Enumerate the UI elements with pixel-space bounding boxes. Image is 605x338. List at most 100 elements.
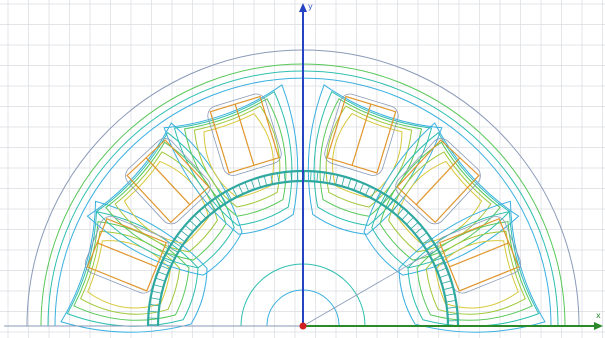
airgap-tick <box>347 178 352 189</box>
airgap-tick <box>359 183 364 193</box>
x-axis-arrow-icon <box>594 322 603 330</box>
airgap-tick <box>244 182 250 192</box>
airgap-tick <box>214 198 222 207</box>
airgap-tick <box>439 273 450 278</box>
slot-flux-contour <box>163 84 299 235</box>
airgap-tick <box>148 317 159 319</box>
slot-boundary <box>125 138 211 225</box>
slot-flux-contour <box>80 230 181 315</box>
slot-boundary <box>324 93 399 176</box>
airgap-tick <box>441 280 452 284</box>
coil-divider <box>415 157 461 206</box>
section-boundary-line <box>302 250 434 327</box>
slot-flux-contour <box>379 141 501 261</box>
airgap-tick <box>418 232 428 240</box>
slot-flux-contour <box>60 200 208 333</box>
airgap-tick <box>391 203 399 212</box>
airgap-tick <box>341 176 345 187</box>
airgap-tick <box>443 286 454 291</box>
airgap-tick <box>414 227 423 235</box>
airgap-tick <box>184 225 194 233</box>
airgap-tick <box>150 297 161 300</box>
coil-slot <box>324 93 399 176</box>
airgap-tick <box>209 201 217 211</box>
airgap-tick <box>250 179 255 190</box>
airgap-tick <box>316 171 319 182</box>
airgap-tick <box>437 267 447 273</box>
coil-slot-outline <box>438 217 520 292</box>
slot-boundary <box>207 93 282 176</box>
airgap-tick <box>322 172 325 183</box>
airgap-tick <box>148 310 159 313</box>
airgap-tick <box>290 171 293 182</box>
y-axis-arrow-icon <box>299 3 307 12</box>
y-axis-label: y <box>308 2 313 11</box>
airgap-tick <box>422 237 431 245</box>
airgap-tick <box>429 249 439 255</box>
airgap-tick <box>153 284 164 288</box>
slot-flux-contour <box>388 151 492 253</box>
airgap-tick <box>445 300 456 303</box>
slot-flux-contour <box>313 91 433 226</box>
airgap-tick <box>376 192 383 202</box>
airgap-tick <box>396 207 404 217</box>
airgap-tick <box>283 172 286 183</box>
airgap-tick <box>220 194 227 204</box>
airgap-tick <box>365 185 371 196</box>
airgap-tick <box>151 290 162 294</box>
airgap-tick <box>162 258 173 264</box>
coil-divider <box>234 103 255 166</box>
slot-flux-contour <box>398 200 546 333</box>
slot-flux-contour <box>307 84 443 235</box>
slot-flux-contour <box>173 91 293 226</box>
airgap-tick <box>329 173 332 184</box>
airgap-tick <box>204 206 212 215</box>
slot-flux-contour <box>193 105 281 208</box>
airgap-tick <box>381 195 388 205</box>
airgap-tick <box>370 188 377 199</box>
airgap-tick <box>226 190 232 200</box>
slot-boundary <box>395 138 481 225</box>
coil-slot <box>395 138 481 225</box>
airgap-tick <box>160 265 170 270</box>
airgap-tick <box>425 243 435 250</box>
airgap-tick <box>335 174 339 185</box>
coil-slot <box>207 93 282 176</box>
airgap-tick <box>180 230 189 238</box>
coordinate-axes <box>299 3 603 330</box>
coil-divider <box>449 242 510 268</box>
airgap-tick <box>198 210 207 219</box>
airgap-tick <box>277 173 280 184</box>
coil-slot <box>125 138 211 225</box>
airgap-tick <box>149 304 160 307</box>
airgap-tick <box>263 175 268 186</box>
airgap-tick <box>194 215 202 223</box>
origin-marker-icon <box>299 322 307 330</box>
airgap-tick <box>353 180 358 191</box>
slot-flux-contour <box>363 122 520 276</box>
slot-flux-contour <box>407 210 540 327</box>
airgap-tick <box>406 217 414 225</box>
airgap-tick <box>238 184 244 195</box>
airgap-tick <box>257 177 261 188</box>
coil-divider <box>96 242 157 268</box>
airgap-tick <box>270 174 274 185</box>
slot-flux-contour <box>325 105 413 208</box>
airgap-tick <box>401 212 410 221</box>
airgap-tick <box>446 306 457 309</box>
airgap-tick <box>447 313 458 316</box>
slot-flux-contour <box>95 131 235 269</box>
airgap-tick <box>169 246 179 253</box>
airgap-tick <box>386 199 394 209</box>
airgap-tick <box>310 171 312 182</box>
airgap-tick <box>189 219 198 228</box>
airgap-tick <box>157 271 168 276</box>
airgap-tick <box>432 255 442 261</box>
airgap-tick <box>155 277 166 282</box>
slot-flux-contour <box>416 221 533 321</box>
airgap-tick <box>165 252 176 259</box>
airgap-tick <box>176 235 186 243</box>
